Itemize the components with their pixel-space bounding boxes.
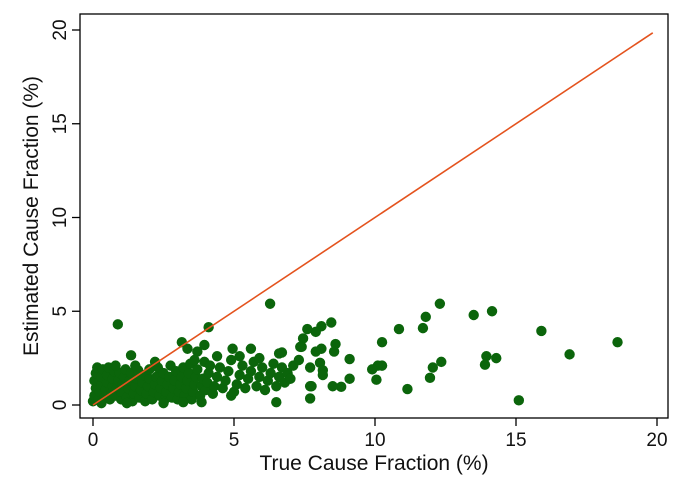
data-point — [245, 366, 257, 377]
data-point — [420, 311, 431, 323]
plot-frame — [79, 13, 669, 419]
data-point — [293, 354, 305, 366]
data-point — [254, 352, 265, 364]
y-tick-label: 0 — [50, 400, 71, 411]
y-tick-label: 20 — [50, 19, 71, 40]
y-tick-label: 10 — [50, 207, 71, 228]
data-point — [125, 350, 137, 361]
data-point — [121, 397, 133, 409]
data-point — [234, 369, 245, 381]
data-point — [158, 397, 169, 409]
y-tick-label: 5 — [50, 306, 71, 317]
data-point — [335, 381, 347, 393]
data-point — [211, 351, 223, 362]
data-point — [268, 358, 279, 369]
data-point — [327, 381, 338, 392]
data-point — [276, 347, 288, 358]
data-point — [214, 362, 226, 373]
data-point — [237, 360, 248, 371]
data-point — [259, 384, 271, 396]
data-point — [110, 360, 121, 371]
data-point — [513, 395, 525, 406]
data-point — [434, 298, 446, 309]
data-point — [304, 362, 316, 373]
data-point — [189, 354, 200, 366]
data-points — [87, 298, 623, 409]
data-point — [328, 346, 340, 357]
y-axis-title: Estimated Cause Fraction (%) — [20, 76, 43, 356]
data-point — [271, 381, 282, 392]
data-point — [271, 396, 282, 408]
data-point — [199, 339, 210, 351]
data-point — [326, 317, 337, 328]
data-point — [227, 343, 238, 354]
data-point — [204, 360, 216, 371]
data-point — [245, 343, 257, 354]
data-point — [371, 374, 382, 385]
data-point — [417, 322, 429, 334]
data-point — [220, 375, 231, 386]
data-point — [304, 381, 316, 392]
data-point — [310, 346, 321, 357]
x-tick-label: 15 — [505, 430, 526, 451]
data-point — [265, 367, 276, 379]
data-point — [178, 396, 189, 408]
data-point — [211, 371, 223, 383]
data-point — [223, 366, 234, 377]
x-tick-label: 5 — [229, 430, 240, 451]
data-point — [295, 341, 306, 353]
data-point — [393, 323, 405, 335]
data-point — [366, 364, 378, 375]
data-point — [112, 319, 124, 330]
data-point — [479, 359, 491, 370]
data-point — [231, 379, 243, 390]
data-point — [304, 393, 316, 404]
data-point — [436, 356, 447, 368]
data-point — [234, 351, 245, 362]
data-point — [486, 306, 498, 317]
data-point — [376, 336, 388, 348]
x-axis-title: True Cause Fraction (%) — [259, 452, 488, 475]
x-tick-label: 0 — [88, 430, 99, 451]
data-point — [254, 371, 265, 383]
data-point — [297, 333, 309, 344]
data-point — [402, 383, 413, 395]
data-point — [344, 353, 355, 365]
data-point — [468, 309, 479, 321]
data-point — [285, 373, 296, 384]
data-point — [427, 362, 439, 373]
data-point — [144, 364, 155, 375]
data-point — [149, 356, 161, 368]
x-tick-label: 10 — [364, 430, 385, 451]
data-point — [130, 360, 141, 371]
data-point — [481, 351, 492, 362]
data-point — [251, 381, 262, 392]
axis-ticks: 0 5 10 15 20 0 5 10 15 20 — [50, 19, 668, 451]
data-point — [564, 349, 575, 360]
data-point — [491, 352, 502, 364]
data-point — [225, 354, 237, 366]
data-point — [317, 369, 329, 381]
data-point — [612, 336, 623, 348]
data-point — [344, 373, 355, 384]
data-point — [424, 372, 436, 384]
data-point — [257, 362, 268, 373]
x-tick-label: 20 — [646, 430, 667, 451]
data-point — [192, 364, 203, 375]
data-point — [182, 343, 193, 354]
identity-reference-line — [92, 32, 654, 406]
y-tick-label: 15 — [50, 113, 71, 134]
data-point — [536, 325, 547, 337]
data-point — [240, 382, 251, 394]
data-point — [192, 346, 203, 357]
data-point — [310, 326, 321, 338]
data-point — [264, 298, 276, 309]
data-point — [209, 381, 220, 392]
data-point — [302, 323, 313, 335]
